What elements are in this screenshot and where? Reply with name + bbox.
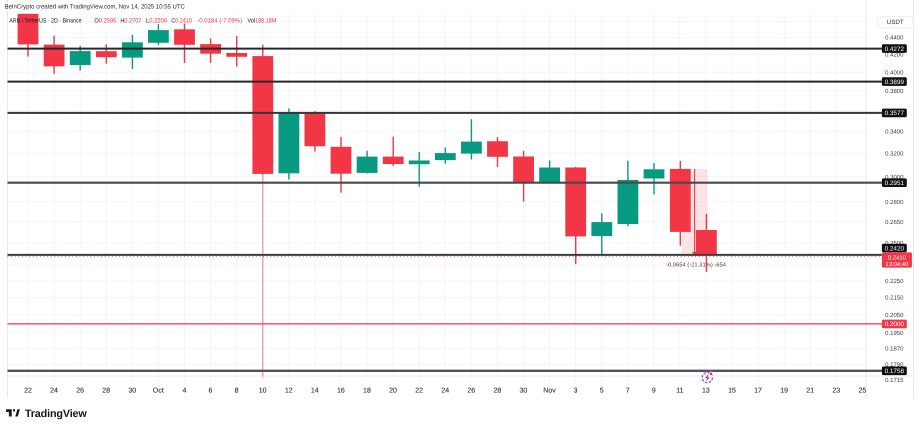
- svg-text:30: 30: [128, 386, 136, 394]
- svg-text:16: 16: [337, 386, 345, 394]
- svg-text:26: 26: [467, 386, 475, 394]
- svg-text:0.2420: 0.2420: [885, 245, 905, 252]
- svg-text:4: 4: [183, 386, 187, 394]
- svg-text:25: 25: [858, 386, 866, 394]
- svg-text:Nov: Nov: [543, 386, 555, 394]
- svg-text:L0.2206: L0.2206: [146, 18, 168, 25]
- svg-text:6: 6: [209, 386, 213, 394]
- svg-text:0.1758: 0.1758: [885, 368, 905, 375]
- svg-text:0.4200: 0.4200: [885, 52, 904, 59]
- svg-text:22: 22: [24, 386, 32, 394]
- svg-text:11: 11: [676, 386, 683, 394]
- svg-text:5: 5: [600, 386, 604, 394]
- svg-text:0.3800: 0.3800: [885, 88, 904, 95]
- svg-text:12: 12: [285, 386, 293, 394]
- svg-text:0.4000: 0.4000: [885, 69, 904, 76]
- svg-text:0.3000: 0.3000: [885, 174, 904, 181]
- svg-text:0.1790: 0.1790: [885, 361, 904, 368]
- svg-text:0.4400: 0.4400: [885, 35, 904, 42]
- svg-text:15: 15: [728, 386, 736, 394]
- svg-text:28: 28: [102, 386, 110, 394]
- svg-text:10: 10: [259, 386, 267, 394]
- svg-text:30: 30: [520, 386, 528, 394]
- svg-text:Vol188.18M: Vol188.18M: [248, 18, 277, 25]
- svg-text:23: 23: [832, 386, 840, 394]
- svg-text:19: 19: [780, 386, 788, 394]
- svg-text:18: 18: [363, 386, 371, 394]
- svg-text:9: 9: [652, 386, 656, 394]
- svg-text:O0.2595: O0.2595: [94, 18, 116, 25]
- svg-text:0.2250: 0.2250: [885, 278, 904, 285]
- svg-text:C0.2410: C0.2410: [171, 18, 192, 25]
- svg-text:28: 28: [493, 386, 501, 394]
- svg-text:Oct: Oct: [153, 386, 164, 394]
- svg-text:20: 20: [389, 386, 397, 394]
- svg-text:0.1870: 0.1870: [885, 345, 904, 352]
- svg-text:0.1715: 0.1715: [885, 377, 904, 384]
- svg-text:3: 3: [574, 386, 578, 394]
- svg-text:0.2951: 0.2951: [885, 180, 905, 187]
- svg-text:22: 22: [415, 386, 423, 394]
- svg-text:0.3400: 0.3400: [885, 128, 904, 135]
- svg-text:H0.2707: H0.2707: [120, 18, 141, 25]
- svg-text:0.2800: 0.2800: [885, 199, 904, 206]
- svg-text:14: 14: [311, 386, 319, 394]
- svg-text:0.2000: 0.2000: [885, 321, 905, 328]
- svg-text:13:04:40: 13:04:40: [885, 261, 909, 268]
- svg-text:17: 17: [754, 386, 762, 394]
- svg-text:ARB / TetherUS · 2D · Binance: ARB / TetherUS · 2D · Binance: [9, 18, 82, 25]
- svg-text:24: 24: [50, 386, 58, 394]
- svg-text:8: 8: [235, 386, 239, 394]
- svg-text:0.3899: 0.3899: [885, 79, 905, 86]
- svg-text:-0.0654 (-21.31%) -654: -0.0654 (-21.31%) -654: [666, 262, 727, 269]
- svg-text:13: 13: [702, 386, 710, 394]
- svg-text:7: 7: [626, 386, 630, 394]
- svg-text:0.1950: 0.1950: [885, 330, 904, 337]
- svg-text:-0.0184 (-7.09%): -0.0184 (-7.09%): [197, 18, 242, 25]
- svg-text:BeInCrypto created with Tradin: BeInCrypto created with TradingView.com,…: [5, 4, 186, 11]
- svg-text:USDT: USDT: [887, 19, 904, 26]
- svg-text:0.2650: 0.2650: [885, 219, 904, 226]
- svg-text:21: 21: [806, 386, 814, 394]
- svg-text:0.3577: 0.3577: [885, 110, 905, 117]
- svg-text:TradingView: TradingView: [25, 408, 88, 420]
- svg-text:0.3200: 0.3200: [885, 150, 904, 157]
- svg-text:0.2050: 0.2050: [885, 312, 904, 319]
- svg-text:0.2410: 0.2410: [888, 255, 907, 262]
- svg-text:24: 24: [441, 386, 449, 394]
- svg-text:26: 26: [76, 386, 84, 394]
- svg-text:0.4272: 0.4272: [885, 46, 905, 53]
- svg-text:0.2150: 0.2150: [885, 295, 904, 302]
